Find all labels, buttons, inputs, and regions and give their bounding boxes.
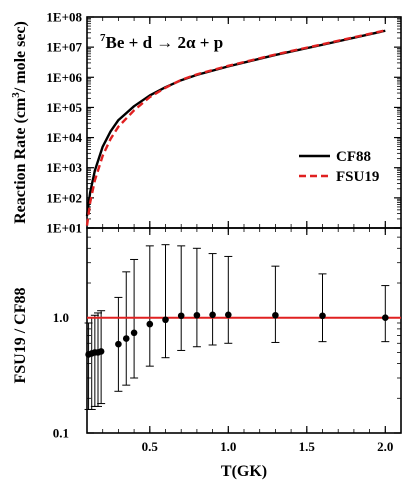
data-point [115, 340, 122, 348]
y-tick-label: 1E+03 [46, 160, 82, 175]
y-tick-label: 1E+01 [46, 221, 82, 236]
data-point [193, 311, 201, 319]
series-line-cf88 [85, 29, 386, 217]
chart-title: 7Be + d → 2α + p [100, 32, 223, 52]
data-point [272, 311, 279, 319]
data-point [209, 311, 216, 319]
data-point [162, 316, 169, 324]
legend-label-cf88: CF88 [336, 149, 371, 165]
y-tick-label: 0.1 [53, 426, 69, 441]
data-point [122, 335, 130, 342]
x-tick-label: 2.0 [377, 439, 393, 454]
series-line-fsu19 [85, 29, 386, 226]
data-point [319, 312, 326, 320]
ratio-panel: 0.1 1.0 0.5 1.0 1.5 2.0 T(GK) FSU19 / CF88 [12, 227, 402, 480]
y-tick-label: 1E+07 [46, 40, 82, 55]
y-tick-label: 1E+02 [46, 190, 82, 205]
data-point [225, 311, 232, 319]
data-point [130, 329, 138, 337]
x-axis-label: T(GK) [221, 463, 267, 480]
y-tick-label: 1E+08 [46, 10, 82, 25]
legend-label-fsu19: FSU19 [336, 169, 379, 185]
data-point [177, 312, 185, 320]
y-tick-label: 1E+05 [46, 100, 82, 115]
y-tick-label: 1E+04 [46, 130, 82, 145]
y-tick-label: 1.0 [53, 310, 69, 325]
y-axis-label-top: Reaction Rate (cm3/ mole sec) [10, 21, 29, 224]
data-point [97, 348, 105, 355]
x-tick-label: 1.0 [220, 439, 236, 454]
data-point [382, 314, 389, 322]
data-point [146, 320, 154, 328]
y-axis-label-bottom: FSU19 / CF88 [12, 288, 29, 384]
y-tick-label: 1E+06 [46, 70, 82, 85]
reaction-rate-panel: 1E+01 1E+02 1E+03 1E+04 1E+05 1E+06 1E+07 1E+08… [10, 10, 402, 236]
x-tick-label: 0.5 [142, 439, 159, 454]
x-tick-label: 1.5 [299, 439, 316, 454]
